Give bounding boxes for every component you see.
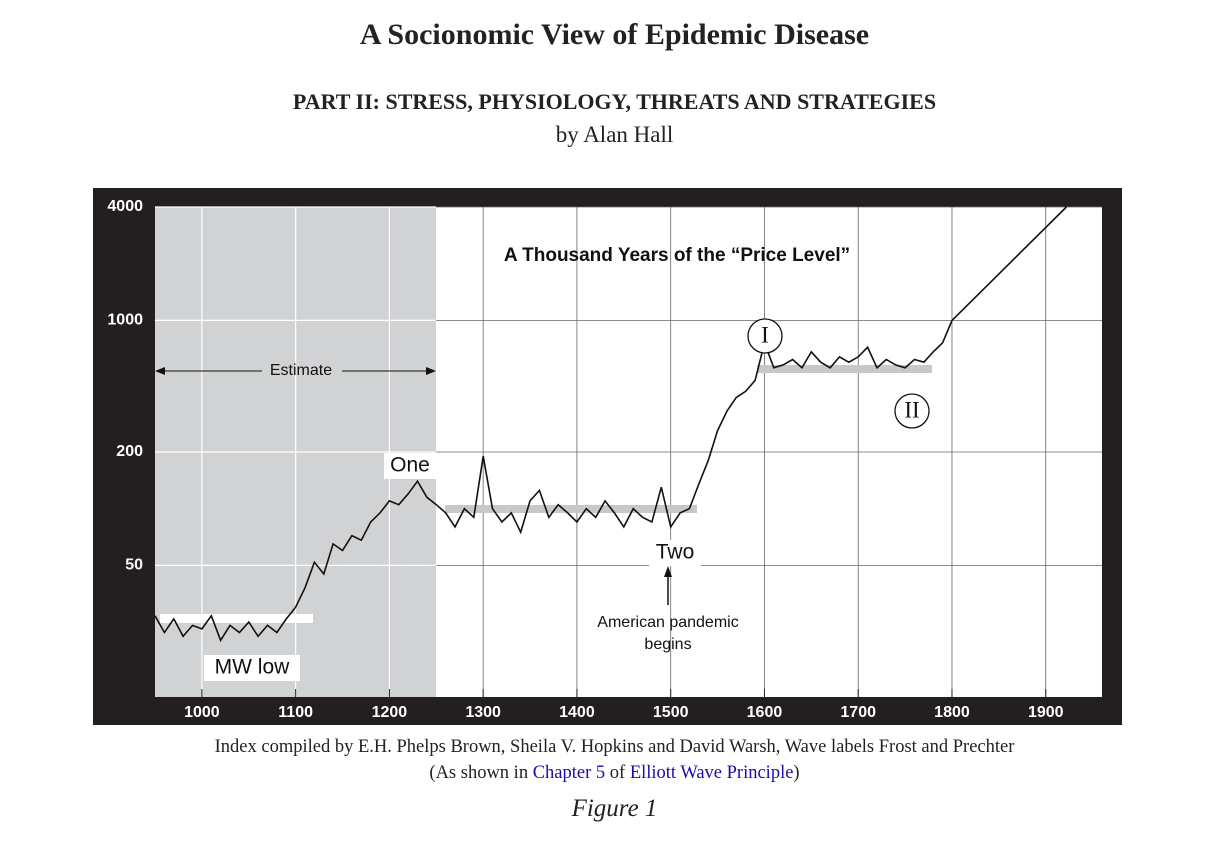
link[interactable]: Chapter 5 (532, 763, 606, 783)
annotation: Estimate (270, 362, 332, 379)
level-bar (757, 365, 932, 373)
subtitle: PART II: STRESS, PHYSIOLOGY, THREATS AND… (292, 89, 937, 114)
author: by Alan Hall (555, 122, 674, 147)
label-box (384, 453, 436, 479)
x-tick-label: 1400 (559, 704, 595, 721)
x-tick-label: 1300 (465, 704, 501, 721)
y-tick-label: 50 (125, 557, 143, 574)
level-bar (445, 505, 697, 513)
caption-text: (As shown in (429, 763, 533, 783)
y-tick-label: 4000 (107, 198, 143, 215)
caption-text: ) (793, 763, 800, 783)
label-box (204, 655, 300, 681)
arrowhead (664, 566, 672, 577)
level-bar (160, 614, 313, 623)
annotation: Two (656, 541, 695, 564)
x-tick-label: 1800 (934, 704, 970, 721)
caption-text: of (605, 763, 630, 783)
wave-label: II (904, 397, 919, 422)
chart-title: A Thousand Years of the “Price Level” (504, 245, 850, 266)
x-tick-label: 1600 (747, 704, 783, 721)
figure-label: Figure 1 (571, 795, 658, 822)
data-line (154, 320, 953, 643)
page-title: A Socionomic View of Epidemic Disease (359, 18, 870, 51)
data-line (951, 206, 1067, 321)
y-tick-label: 200 (116, 443, 143, 460)
annotation: begins (644, 636, 691, 653)
x-tick-label: 1500 (653, 704, 689, 721)
x-tick-label: 1200 (372, 704, 408, 721)
label-box (649, 540, 701, 566)
wave-circle (747, 318, 783, 354)
x-tick-label: 1000 (184, 704, 220, 721)
annotation: One (390, 454, 430, 477)
y-tick-label: 1000 (107, 312, 143, 329)
annotation: American pandemic (597, 614, 738, 631)
wave-label: I (761, 322, 769, 347)
caption: (As shown in Chapter 5 of Elliott Wave P… (0, 763, 1229, 784)
caption: Index compiled by E.H. Phelps Brown, She… (214, 737, 1015, 757)
x-tick-label: 1700 (840, 704, 876, 721)
chart: 50 200 1000 4000 1000 1100 1200 1300 1400 1500 160… (93, 188, 1122, 725)
wave-circle (894, 393, 930, 429)
link[interactable]: Elliott Wave Principle (629, 763, 794, 783)
annotation: MW low (215, 656, 290, 679)
x-tick-label: 1100 (278, 704, 313, 721)
x-tick-label: 1900 (1028, 704, 1064, 721)
